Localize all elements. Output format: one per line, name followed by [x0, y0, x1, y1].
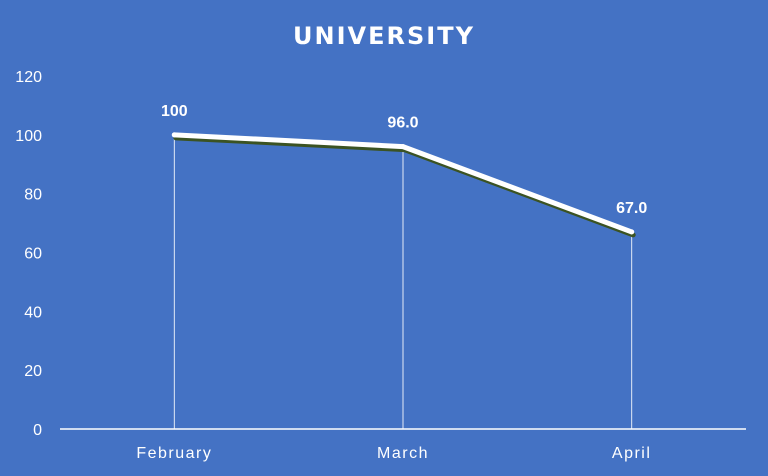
- y-tick-label: 0: [33, 422, 42, 439]
- data-label: 67.0: [616, 200, 647, 217]
- data-label: 96.0: [387, 115, 418, 132]
- y-tick-label: 120: [15, 69, 42, 86]
- y-axis-ticks: 0 20 40 60 80 100 120: [15, 69, 42, 439]
- x-tick-label: February: [136, 445, 212, 462]
- data-labels: 100 96.0 67.0: [161, 103, 647, 217]
- data-label: 100: [161, 103, 188, 120]
- series-line-shadow: [173, 135, 636, 238]
- drop-lines: [173, 134, 633, 429]
- chart-title: UNIVERSITY: [293, 22, 475, 50]
- data-point: [629, 229, 635, 235]
- series-lines: [171, 132, 636, 238]
- y-tick-label: 20: [24, 363, 42, 380]
- y-tick-label: 40: [24, 304, 42, 321]
- data-point: [171, 132, 177, 138]
- x-axis-labels: February March April: [136, 445, 652, 462]
- y-tick-label: 100: [15, 128, 42, 145]
- y-tick-label: 80: [24, 187, 42, 204]
- data-point: [400, 144, 406, 150]
- x-tick-label: March: [377, 445, 429, 462]
- y-tick-label: 60: [24, 246, 42, 263]
- x-tick-label: April: [612, 445, 652, 462]
